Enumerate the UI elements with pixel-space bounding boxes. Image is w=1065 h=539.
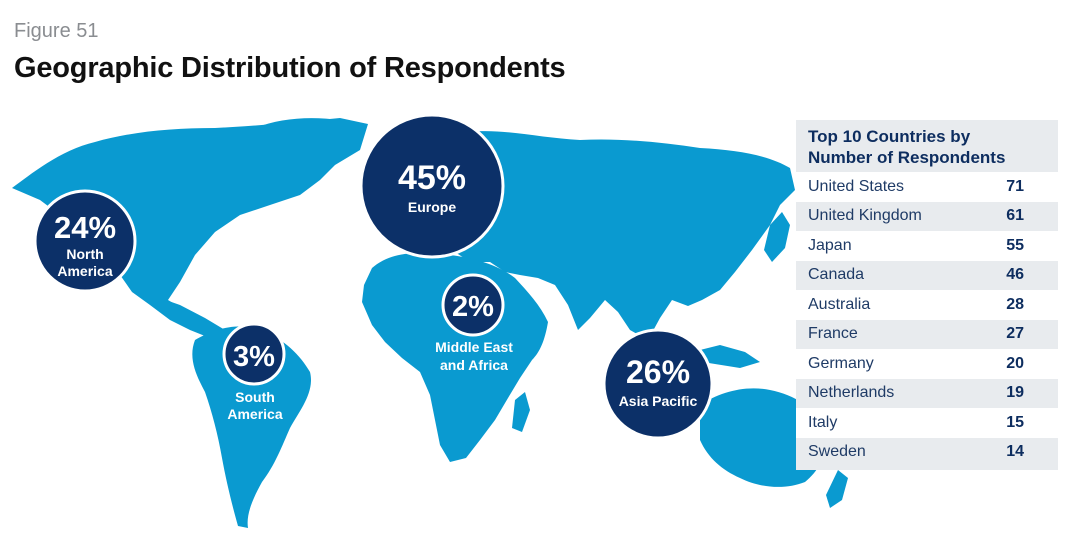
region-bubble-europe: 45% Europe [359, 113, 505, 259]
japan-shape [764, 212, 790, 262]
new-zealand-shape [826, 470, 848, 508]
panel-title-line: Top 10 Countries by [808, 127, 971, 146]
country-name: Italy [808, 413, 838, 431]
top-countries-panel: Top 10 Countries by Number of Respondent… [796, 120, 1058, 470]
country-name: United Kingdom [808, 207, 922, 225]
country-name: Germany [808, 354, 874, 372]
panel-title: Top 10 Countries by Number of Respondent… [808, 126, 1053, 168]
table-row: Germany 20 [796, 349, 1058, 379]
north-america-shape [12, 118, 368, 338]
greenland-shape [255, 118, 352, 172]
country-name: United States [808, 177, 905, 195]
respondent-count: 15 [1006, 413, 1024, 431]
region-bubble-middle-east-africa: 2% Middle East and Africa [435, 273, 513, 373]
country-name: Australia [808, 295, 871, 313]
table-row: Netherlands 19 [796, 379, 1058, 409]
respondent-count: 71 [1006, 177, 1024, 195]
page-title: Geographic Distribution of Respondents [14, 52, 566, 84]
region-label-line: South [235, 389, 275, 405]
region-percent: 2% [452, 291, 494, 323]
country-name: Netherlands [808, 384, 895, 402]
region-label-line: Middle East [435, 339, 513, 355]
region-bubble-asia-pacific: 26% Asia Pacific [602, 328, 714, 440]
madagascar-shape [512, 392, 530, 432]
region-label-line: Europe [408, 199, 456, 215]
country-table: United States 71 United Kingdom 61 Japan 55… [796, 172, 1058, 467]
australia-shape [700, 388, 827, 487]
table-row: United Kingdom 61 [796, 202, 1058, 232]
respondent-count: 46 [1006, 266, 1024, 284]
region-label-line: Asia Pacific [619, 393, 698, 409]
region-label-line: America [57, 263, 112, 279]
south-america-shape [192, 326, 311, 528]
table-row: Italy 15 [796, 408, 1058, 438]
respondent-count: 28 [1006, 295, 1024, 313]
panel-title-line: Number of Respondents [808, 148, 1006, 167]
region-bubble-south-america: 3% South America [222, 322, 286, 422]
table-row: Sweden 14 [796, 438, 1058, 468]
country-name: Japan [808, 236, 852, 254]
table-row: France 27 [796, 320, 1058, 350]
respondent-count: 61 [1006, 207, 1024, 225]
region-percent: 26% [626, 354, 690, 390]
region-label-line: and Africa [440, 357, 508, 373]
region-percent: 24% [54, 210, 116, 245]
country-name: Canada [808, 266, 865, 284]
region-label-line: North [66, 246, 103, 262]
respondent-count: 20 [1006, 354, 1024, 372]
respondent-count: 14 [1006, 443, 1024, 461]
region-percent: 45% [398, 159, 466, 197]
region-percent: 3% [233, 341, 275, 373]
region-bubble-north-america: 24% North America [33, 189, 137, 293]
table-row: United States 71 [796, 172, 1058, 202]
respondent-count: 27 [1006, 325, 1024, 343]
country-name: France [808, 325, 858, 343]
country-name: Sweden [808, 443, 866, 461]
table-row: Canada 46 [796, 261, 1058, 291]
region-label-line: America [227, 406, 282, 422]
table-row: Japan 55 [796, 231, 1058, 261]
table-row: Australia 28 [796, 290, 1058, 320]
figure-label: Figure 51 [14, 20, 99, 42]
respondent-count: 55 [1006, 236, 1024, 254]
respondent-count: 19 [1006, 384, 1024, 402]
